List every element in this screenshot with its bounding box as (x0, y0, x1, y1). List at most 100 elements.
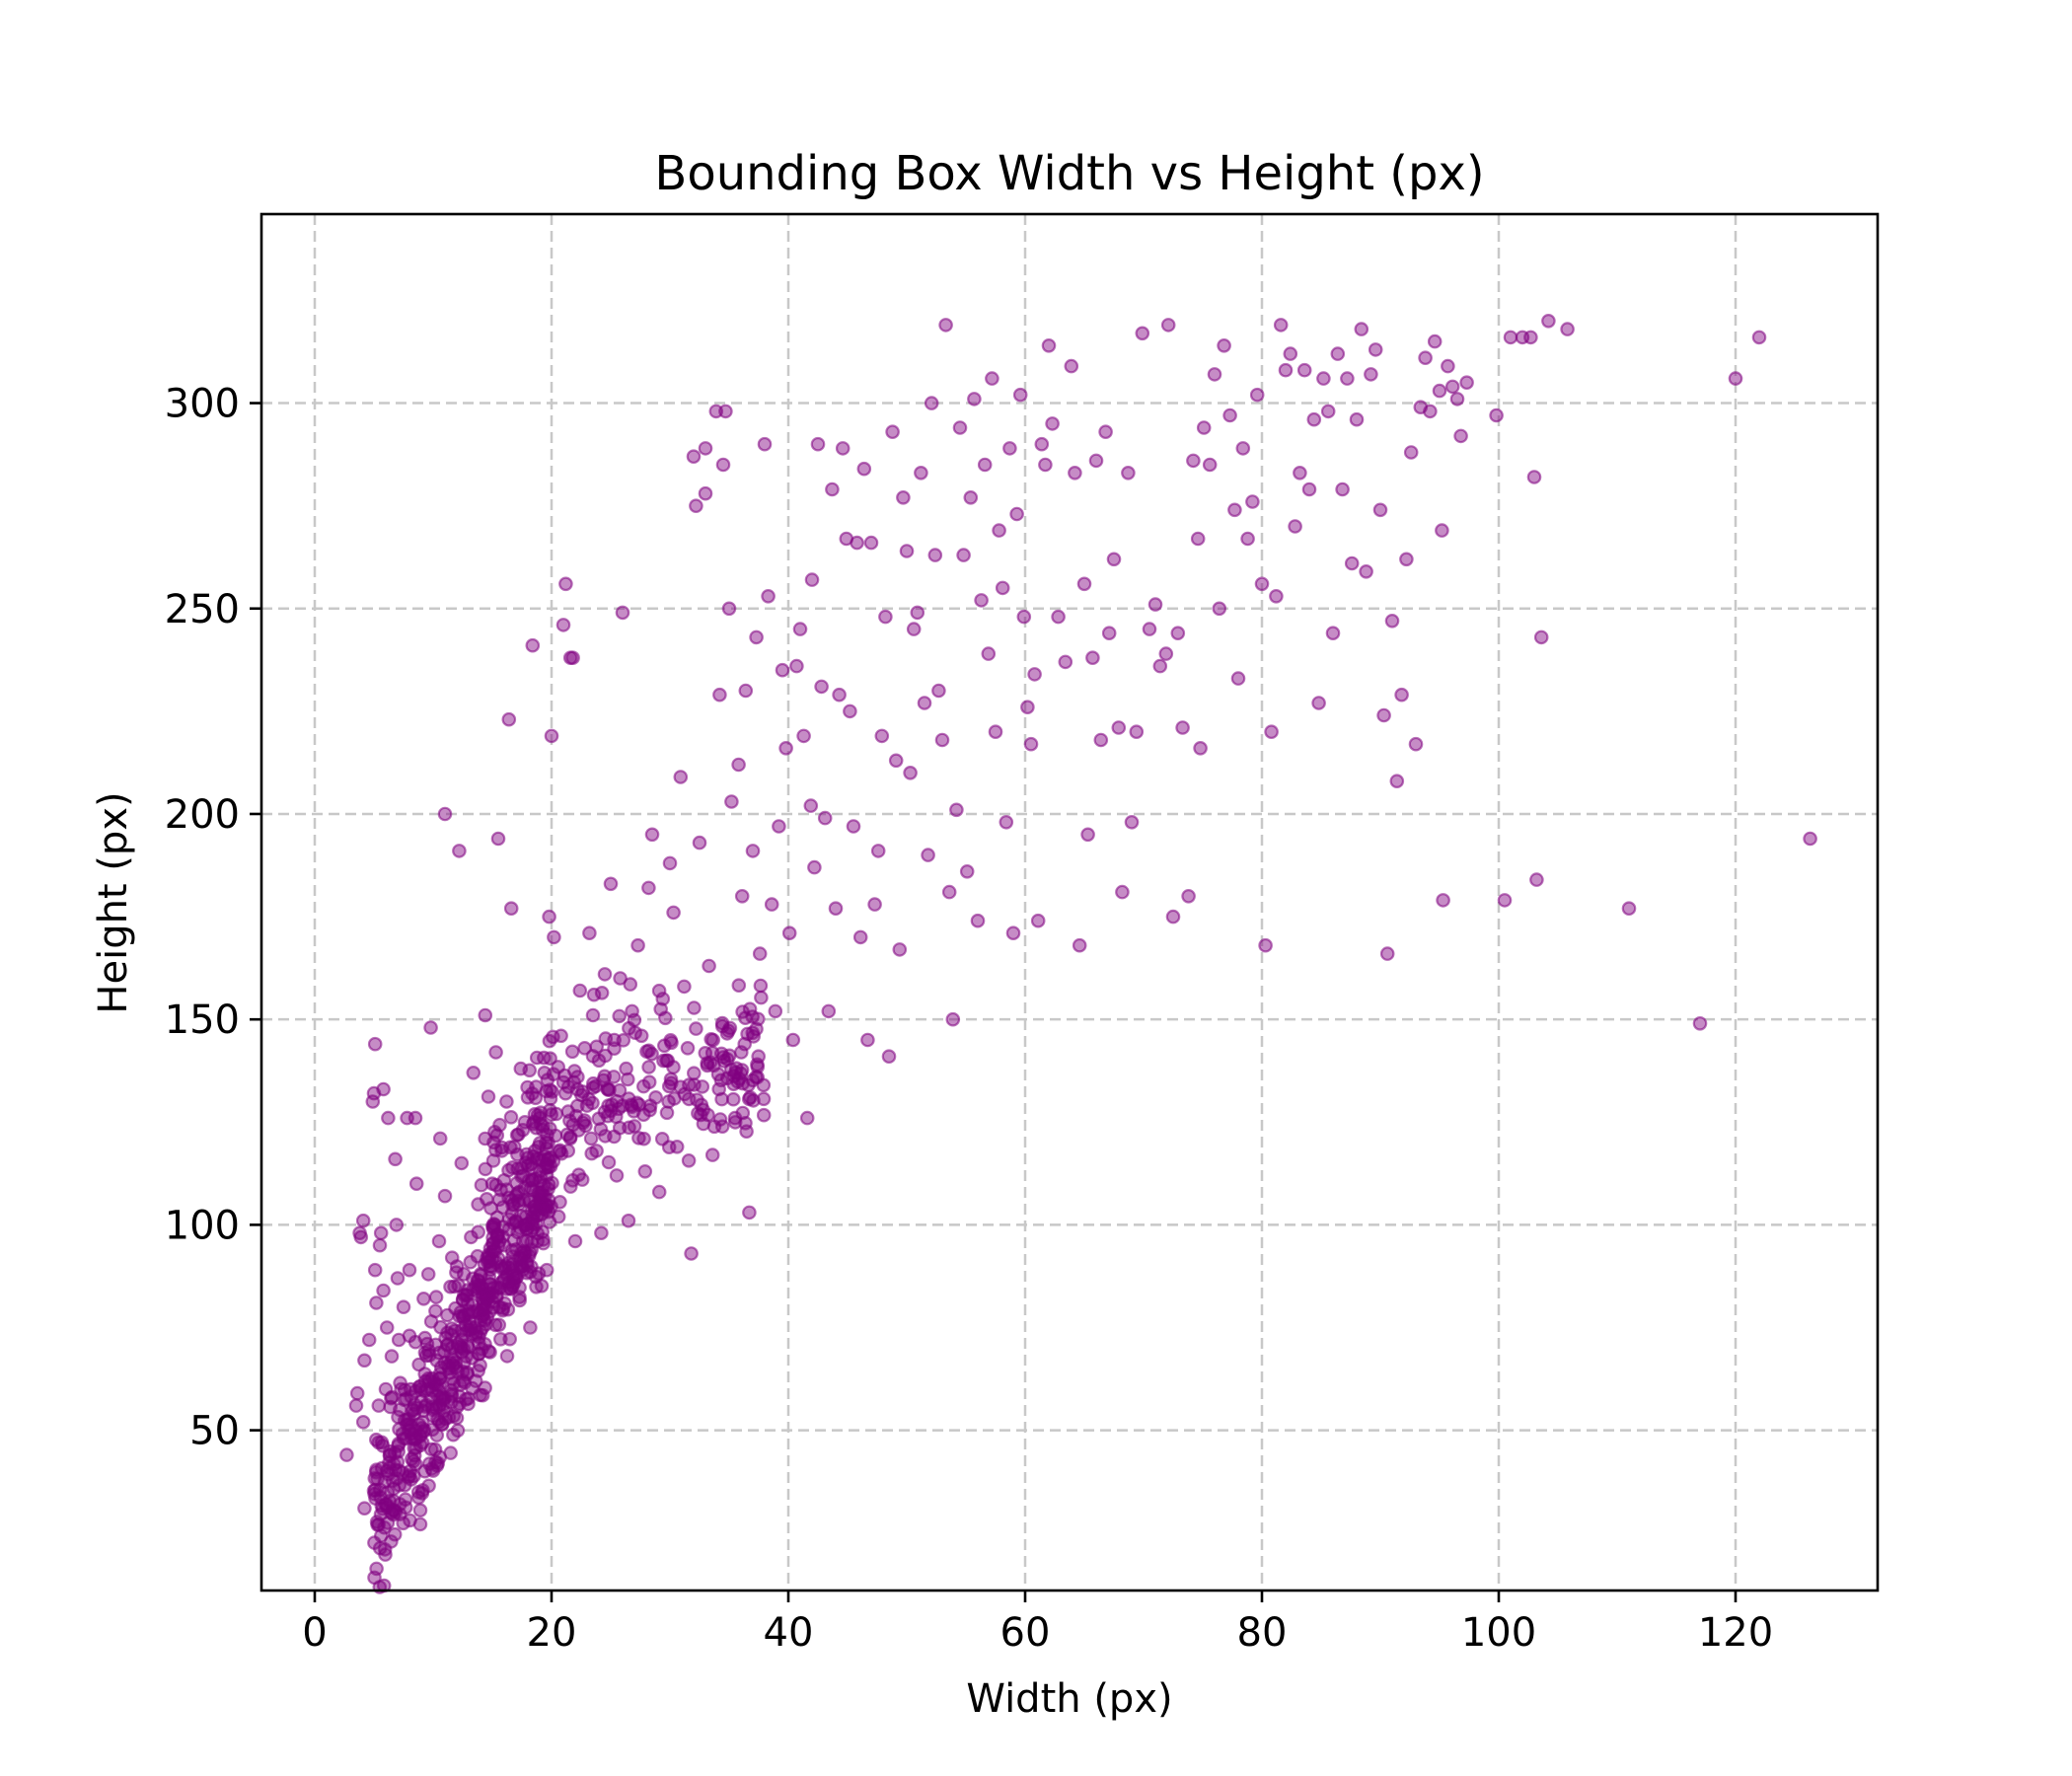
data-point (422, 1373, 437, 1388)
data-point (1376, 707, 1391, 723)
data-point (567, 1233, 583, 1249)
data-point (686, 1066, 702, 1080)
data-point (1023, 736, 1039, 752)
data-point (856, 461, 872, 477)
data-point (899, 544, 915, 558)
data-point (956, 548, 971, 562)
data-point (870, 844, 886, 858)
data-point (432, 1131, 448, 1147)
data-point (503, 1110, 519, 1125)
data-point (1296, 362, 1312, 378)
data-point (1432, 383, 1447, 399)
data-point (977, 457, 993, 473)
data-point (1160, 318, 1176, 333)
data-point (1012, 387, 1028, 403)
data-point (742, 1089, 758, 1105)
data-point (1121, 465, 1136, 481)
data-point (619, 1061, 633, 1076)
data-point (543, 1082, 557, 1097)
data-point (715, 457, 731, 473)
data-point (471, 1197, 485, 1212)
data-point (1423, 404, 1438, 419)
data-point (621, 1213, 636, 1228)
data-point (689, 1021, 703, 1036)
data-point (992, 523, 1006, 538)
data-point (751, 1049, 766, 1064)
data-point (355, 1415, 371, 1430)
data-point (635, 1078, 651, 1094)
data-point (444, 1350, 460, 1366)
data-point (419, 1336, 435, 1352)
data-point (846, 819, 861, 834)
data-point (753, 978, 769, 994)
data-point (543, 1051, 557, 1066)
data-point (1418, 350, 1433, 365)
data-point (734, 888, 750, 904)
data-point (348, 1398, 364, 1413)
data-point (1034, 436, 1050, 452)
data-point (967, 392, 982, 407)
data-point (508, 1267, 524, 1282)
data-point (1408, 736, 1424, 752)
data-point (1227, 502, 1242, 518)
data-point (558, 576, 573, 592)
data-point (931, 683, 946, 699)
data-point (768, 1003, 783, 1019)
data-point (1009, 506, 1024, 522)
data-point (501, 1221, 517, 1237)
data-point (662, 855, 678, 871)
data-point (407, 1110, 423, 1126)
data-point (412, 1503, 428, 1517)
data-point (487, 1218, 502, 1232)
data-point (778, 740, 793, 756)
data-point (535, 1184, 550, 1200)
data-point (945, 1011, 961, 1027)
data-point (535, 1122, 551, 1138)
data-point (828, 901, 844, 916)
data-point (641, 1060, 656, 1074)
data-point (1435, 523, 1449, 538)
data-point (537, 1066, 553, 1080)
data-point (1222, 407, 1237, 423)
data-point (852, 929, 868, 945)
data-point (719, 1026, 735, 1041)
data-point (1072, 937, 1087, 953)
data-point (446, 1427, 461, 1443)
data-point (1186, 453, 1201, 469)
x-axis-label: Width (px) (966, 1676, 1172, 1722)
data-point (821, 1003, 837, 1019)
data-point (651, 1184, 667, 1200)
data-point (1526, 470, 1542, 484)
data-point (1503, 330, 1518, 345)
data-point (480, 1254, 495, 1270)
data-point (548, 1128, 563, 1144)
data-point (513, 1061, 529, 1076)
data-point (1692, 1016, 1708, 1031)
data-point (1803, 831, 1817, 847)
data-point (1384, 613, 1400, 629)
data-point (756, 1091, 772, 1107)
data-point (499, 1094, 514, 1109)
data-point (423, 1020, 438, 1035)
data-point (570, 1070, 585, 1084)
data-point (1158, 646, 1174, 661)
data-point (625, 1003, 639, 1019)
data-point (970, 913, 986, 928)
data-point (888, 753, 904, 769)
data-point (496, 1237, 512, 1253)
data-point (1444, 379, 1460, 395)
data-point (1165, 909, 1181, 925)
data-point (410, 1485, 426, 1500)
data-point (428, 1290, 444, 1304)
data-point (1529, 872, 1544, 887)
data-point (754, 990, 769, 1005)
data-point (443, 1445, 458, 1460)
data-point (633, 1028, 649, 1044)
data-point (881, 1049, 897, 1064)
data-point (1335, 481, 1350, 497)
data-point (553, 1195, 567, 1210)
data-point (466, 1066, 481, 1080)
data-point (1436, 893, 1450, 908)
data-point (564, 1044, 580, 1060)
data-point (594, 1225, 609, 1240)
